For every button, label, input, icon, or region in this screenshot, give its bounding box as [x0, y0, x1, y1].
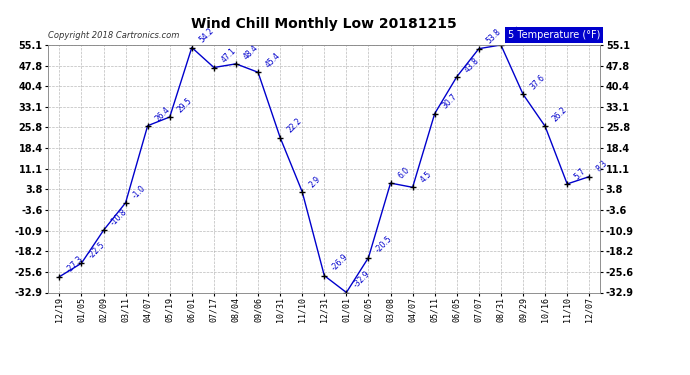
- Text: 5 Temperature (°F): 5 Temperature (°F): [508, 30, 600, 40]
- Text: 6.0: 6.0: [396, 165, 411, 180]
- Text: 26.2: 26.2: [551, 105, 569, 123]
- Text: -20.5: -20.5: [374, 235, 394, 255]
- Text: 53.8: 53.8: [484, 28, 503, 46]
- Text: -22.5: -22.5: [87, 240, 107, 261]
- Text: -10.8: -10.8: [109, 207, 129, 228]
- Text: 55.1: 55.1: [506, 24, 525, 42]
- Text: 2.9: 2.9: [308, 174, 323, 189]
- Text: 22.2: 22.2: [286, 117, 304, 135]
- Text: 30.7: 30.7: [440, 93, 459, 111]
- Text: 54.2: 54.2: [197, 27, 216, 45]
- Text: -1.0: -1.0: [131, 183, 148, 200]
- Text: 5.7: 5.7: [573, 166, 588, 181]
- Text: Copyright 2018 Cartronics.com: Copyright 2018 Cartronics.com: [48, 31, 179, 40]
- Text: Wind Chill Monthly Low 20181215: Wind Chill Monthly Low 20181215: [191, 17, 457, 31]
- Text: -27.3: -27.3: [65, 254, 85, 274]
- Text: 45.4: 45.4: [264, 51, 282, 69]
- Text: 43.8: 43.8: [462, 56, 481, 74]
- Text: 4.5: 4.5: [418, 170, 433, 184]
- Text: -32.9: -32.9: [352, 270, 372, 290]
- Text: 8.3: 8.3: [595, 159, 610, 174]
- Text: -26.9: -26.9: [330, 253, 350, 273]
- Text: 29.5: 29.5: [175, 96, 194, 114]
- Text: 26.4: 26.4: [153, 105, 172, 123]
- Text: 37.6: 37.6: [529, 73, 547, 92]
- Text: 48.4: 48.4: [241, 43, 260, 61]
- Text: 47.1: 47.1: [219, 46, 238, 65]
